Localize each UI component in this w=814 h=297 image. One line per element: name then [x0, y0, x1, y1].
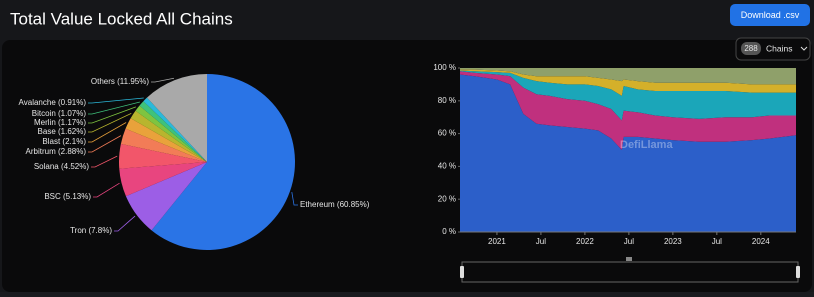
brush-grip[interactable] [626, 257, 632, 261]
leader-line [88, 112, 132, 133]
slice-label: Arbitrum (2.88%) [26, 147, 87, 156]
slice-label: Tron (7.8%) [70, 226, 112, 235]
pie-slice [139, 101, 207, 162]
leader-line [88, 97, 144, 104]
leader-line [114, 215, 136, 232]
page-title: Total Value Locked All Chains [10, 9, 233, 28]
pie-slice [135, 105, 207, 162]
x-tick-label: 2023 [664, 237, 682, 246]
leader-line [88, 122, 127, 143]
leader-line [291, 192, 298, 206]
slice-label: Others (11.95%) [91, 77, 149, 86]
pie-slice [151, 74, 295, 250]
area [460, 71, 796, 150]
pie-slice [125, 162, 207, 231]
pie-slice [130, 110, 207, 162]
chains-count[interactable]: 288 [744, 44, 758, 53]
slice-label: Bitcoin (1.07%) [32, 109, 87, 118]
pie-slice [119, 162, 207, 197]
pie-slice [119, 143, 207, 169]
x-tick-label: Jul [712, 237, 722, 246]
y-tick-label: 0 % [442, 227, 456, 236]
pie-slice [143, 97, 207, 162]
chevron [800, 46, 808, 51]
slice-label: Avalanche (0.91%) [19, 98, 87, 107]
area [460, 68, 796, 85]
y-tick-label: 40 % [438, 162, 456, 171]
download-button-label[interactable]: Download .csv [741, 10, 800, 20]
pie-slice [120, 128, 207, 162]
brush-handle[interactable] [460, 266, 464, 278]
slice-label: Ethereum (60.85%) [300, 200, 370, 209]
chains-count-badge [741, 42, 761, 55]
slice-label: BSC (5.13%) [44, 192, 91, 201]
slice-label: Base (1.62%) [38, 127, 87, 136]
leader-line [88, 135, 122, 153]
slice-label: Solana (4.52%) [34, 162, 89, 171]
pie-slice [146, 74, 207, 162]
y-tick-label: 60 % [438, 129, 456, 138]
slice-label: Merlin (1.17%) [34, 118, 86, 127]
slice-label: Blast (2.1%) [42, 137, 86, 146]
x-tick-label: 2024 [752, 237, 770, 246]
watermark: DefiLlama [620, 139, 673, 151]
y-tick-label: 20 % [438, 194, 456, 203]
leader-line [93, 182, 120, 198]
x-tick-label: 2021 [488, 237, 506, 246]
x-tick-label: 2022 [576, 237, 594, 246]
leader-line [88, 101, 140, 115]
area [460, 74, 796, 232]
leader-line [88, 106, 136, 124]
area [460, 70, 796, 121]
chains-label[interactable]: Chains [766, 43, 792, 53]
leader-line [151, 77, 175, 83]
range-brush[interactable] [460, 257, 800, 283]
pie-slice [125, 118, 207, 162]
y-tick-label: 100 % [433, 63, 456, 72]
brush-handle[interactable] [796, 266, 800, 278]
y-tick-label: 80 % [438, 96, 456, 105]
download-button[interactable] [730, 4, 810, 26]
x-tick-label: Jul [624, 237, 634, 246]
leader-line [91, 155, 118, 168]
x-tick-label: Jul [536, 237, 546, 246]
